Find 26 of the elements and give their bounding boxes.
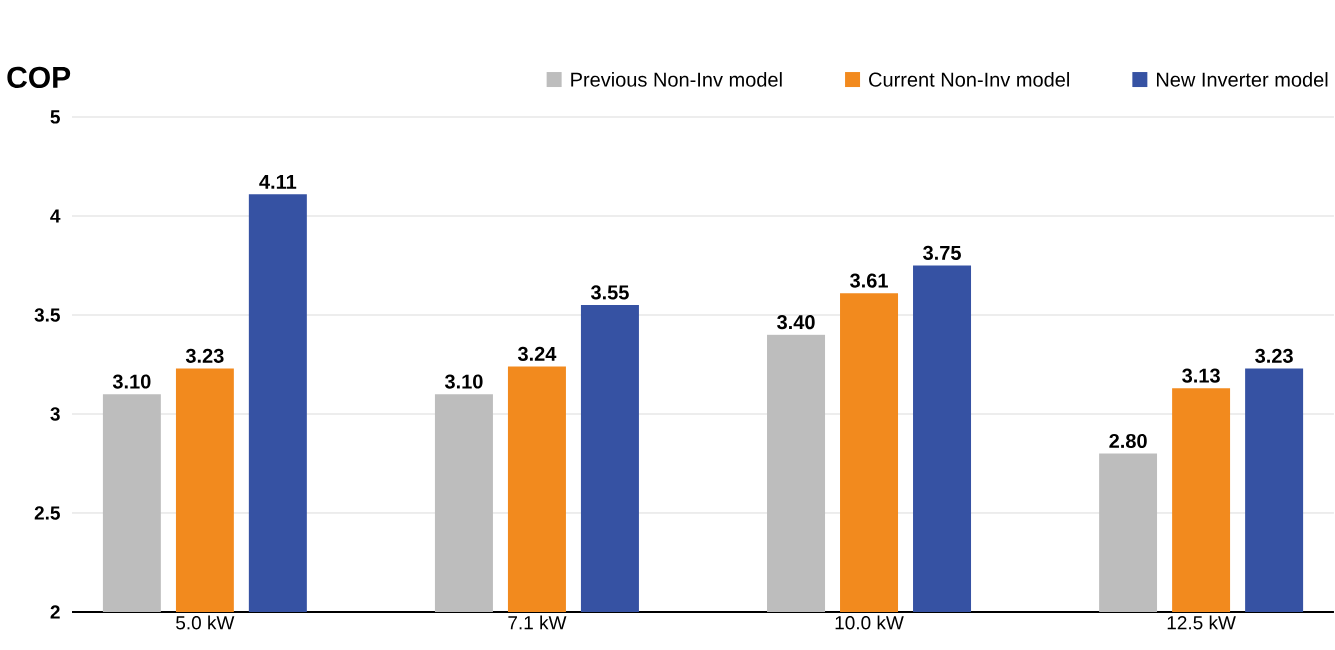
y-tick-label: 3 — [50, 407, 60, 421]
data-label: 3.23 — [185, 348, 224, 363]
y-axis-title: COP — [7, 66, 71, 89]
data-label: 3.40 — [777, 315, 815, 330]
data-label: 4.11 — [259, 174, 297, 189]
x-tick-label: 7.1 kW — [508, 615, 567, 630]
data-label: 3.23 — [1255, 348, 1293, 363]
legend-label: New Inverter model — [1157, 72, 1328, 87]
data-label: 3.55 — [590, 285, 629, 300]
data-label: 3.10 — [444, 374, 483, 389]
data-label: 3.13 — [1182, 368, 1220, 383]
x-tick-label: 5.0 kW — [176, 615, 235, 630]
data-label: 3.75 — [923, 245, 961, 260]
y-tick-label: 4 — [50, 209, 61, 223]
data-label: 3.24 — [517, 346, 557, 361]
y-tick-label: 3.5 — [34, 308, 60, 322]
data-label: 2.80 — [1109, 433, 1147, 449]
y-tick-label: 2.5 — [34, 506, 60, 520]
y-tick-label: 5 — [50, 110, 60, 124]
legend-label: Previous Non-Inv model — [571, 72, 782, 87]
x-tick-label: 10.0 kW — [835, 615, 904, 630]
y-tick-label: 2 — [50, 605, 60, 619]
data-label: 3.61 — [850, 273, 888, 288]
legend-label: Current Non-Inv model — [869, 72, 1069, 87]
x-tick-label: 12.5 kW — [1167, 615, 1236, 630]
data-label: 3.10 — [112, 374, 151, 389]
